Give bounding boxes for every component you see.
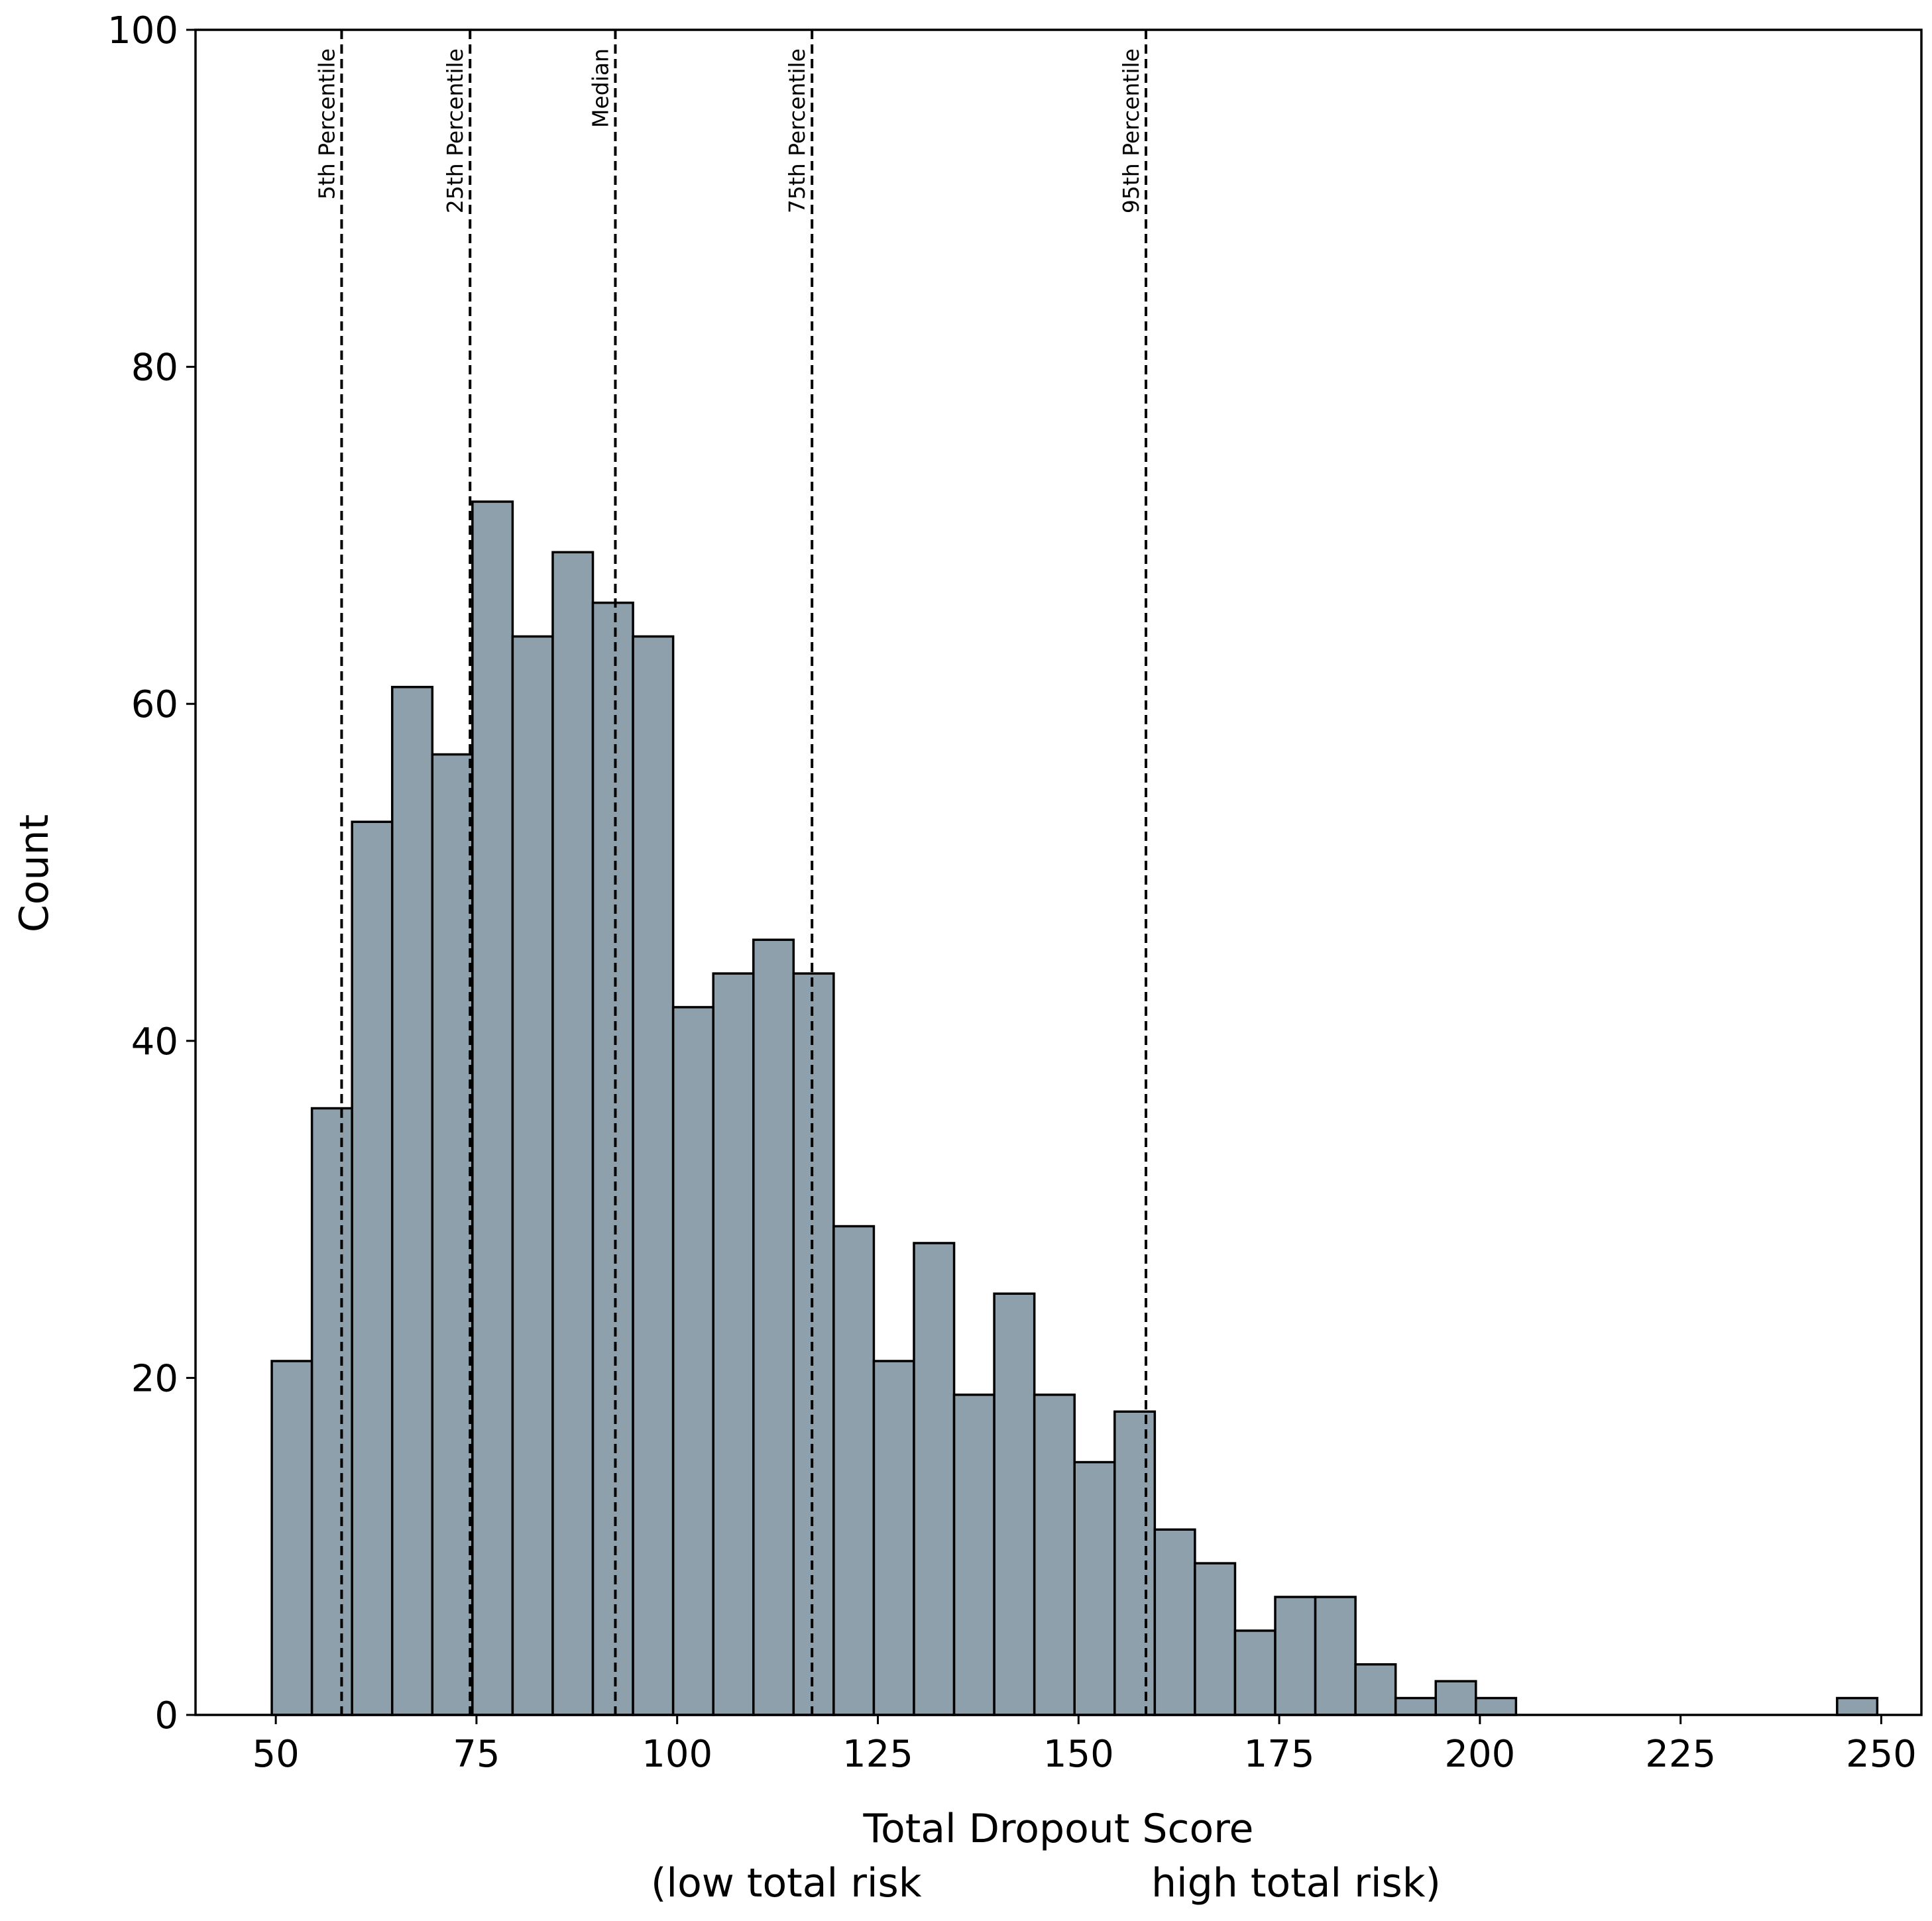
histogram-bar xyxy=(913,1242,956,1716)
x-axis: 50 75 100 125 150 175 200 225 250 xyxy=(252,1715,1917,1776)
reference-line-label: 75th Percentile xyxy=(784,48,810,213)
histogram-bar xyxy=(792,972,835,1716)
histogram-bar xyxy=(551,551,595,1716)
histogram-bar xyxy=(511,635,554,1716)
histogram-bar xyxy=(390,686,434,1716)
reference-line-label: 5th Percentile xyxy=(313,48,339,199)
bars-group xyxy=(270,500,1879,1716)
x-tick-label: 200 xyxy=(1444,1733,1515,1776)
histogram-bar xyxy=(752,938,795,1716)
histogram-bar xyxy=(431,753,474,1716)
reference-line-label: 95th Percentile xyxy=(1118,48,1144,213)
x-axis-sublabel-right: high total risk) xyxy=(1151,1860,1441,1906)
histogram-bar xyxy=(832,1225,876,1716)
histogram-bar xyxy=(872,1360,915,1716)
histogram-bar xyxy=(1434,1680,1477,1716)
reference-line-label: Median xyxy=(587,48,613,128)
histogram-bar xyxy=(1836,1696,1879,1716)
histogram-bar xyxy=(712,972,755,1716)
histogram-bar xyxy=(1475,1696,1518,1716)
histogram-bar xyxy=(952,1394,995,1716)
histogram-bar xyxy=(310,1107,353,1716)
histogram-bar xyxy=(351,820,394,1716)
x-axis-sublabel-left: (low total risk xyxy=(651,1860,922,1906)
x-tick-label: 100 xyxy=(642,1733,712,1776)
histogram-bar xyxy=(1033,1394,1076,1716)
plot-frame xyxy=(194,28,1923,1716)
y-tick-label: 60 xyxy=(131,683,178,726)
y-tick-label: 0 xyxy=(154,1694,178,1737)
histogram-bar xyxy=(1314,1596,1357,1716)
y-tick-label: 40 xyxy=(131,1020,178,1064)
reference-lines-group: 5th Percentile 25th Percentile Median 75th … xyxy=(313,30,1148,1715)
histogram-bar xyxy=(1394,1696,1437,1716)
histogram-bar xyxy=(1153,1528,1196,1716)
x-tick-label: 50 xyxy=(252,1733,299,1776)
y-tick-label: 80 xyxy=(131,347,178,390)
y-axis-label: Count xyxy=(11,814,58,932)
x-tick-label: 225 xyxy=(1645,1733,1716,1776)
y-axis: 0 20 40 60 80 100 xyxy=(107,9,196,1737)
histogram-bar xyxy=(1354,1663,1397,1716)
x-axis-label: Total Dropout Score xyxy=(863,1806,1254,1852)
y-tick-label: 20 xyxy=(131,1357,178,1400)
histogram-bar xyxy=(632,635,675,1716)
histogram-bar xyxy=(1274,1596,1317,1716)
histogram-bar xyxy=(993,1292,1036,1716)
x-tick-label: 250 xyxy=(1846,1733,1917,1776)
histogram-bar xyxy=(1113,1410,1157,1716)
x-tick-label: 125 xyxy=(842,1733,913,1776)
histogram-bar xyxy=(671,1006,714,1716)
x-tick-label: 175 xyxy=(1244,1733,1315,1776)
x-tick-label: 150 xyxy=(1043,1733,1114,1776)
histogram-bar xyxy=(270,1360,313,1716)
histogram-bar xyxy=(1194,1562,1237,1716)
x-tick-label: 75 xyxy=(453,1733,500,1776)
reference-line-label: 25th Percentile xyxy=(442,48,468,213)
histogram-bar xyxy=(471,500,514,1716)
y-tick-label: 100 xyxy=(107,9,178,52)
histogram-bar xyxy=(1073,1460,1116,1716)
histogram-bar xyxy=(591,601,634,1716)
histogram-bar xyxy=(1233,1629,1277,1716)
